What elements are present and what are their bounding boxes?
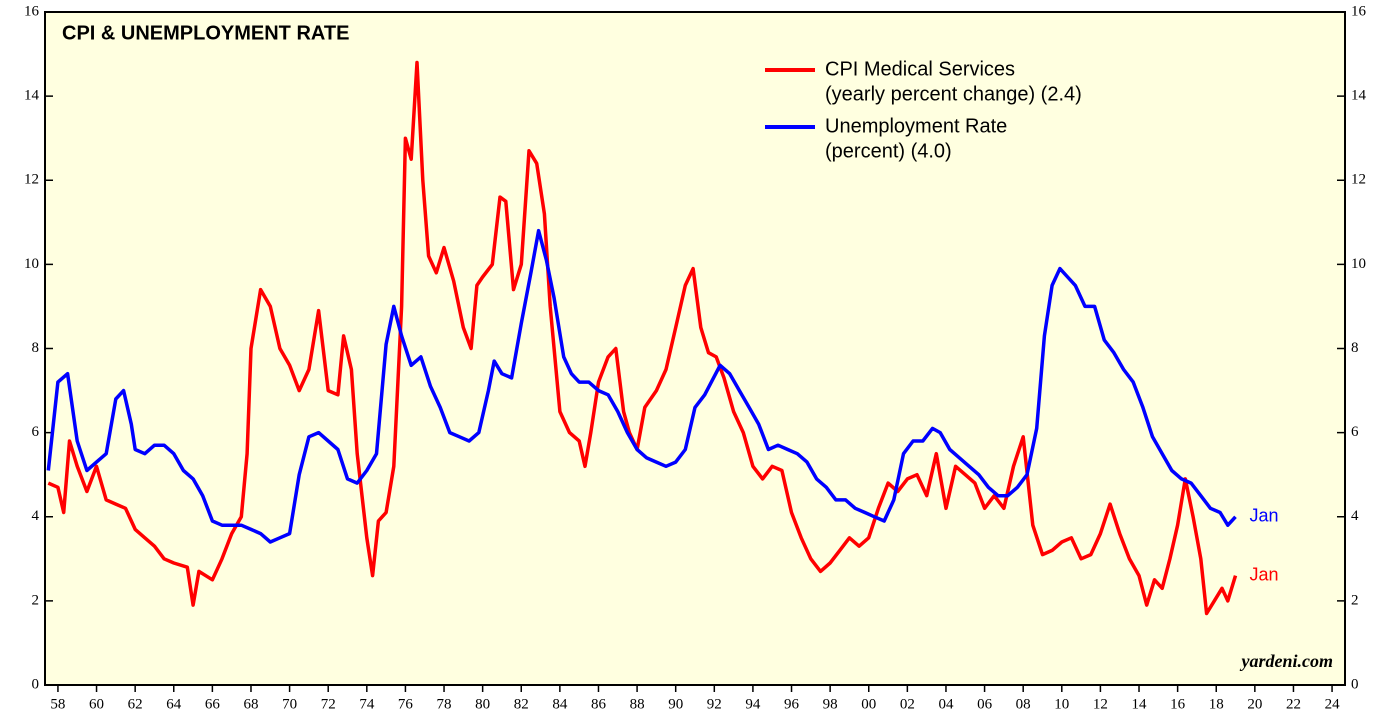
x-tick-label: 16 [1170,696,1186,712]
y-tick-label: 16 [24,3,40,19]
y-tick-label: 4 [32,508,40,524]
x-tick-label: 92 [707,696,722,712]
x-tick-label: 64 [166,696,182,712]
x-tick-label: 18 [1209,696,1224,712]
x-tick-label: 84 [552,696,568,712]
x-tick-label: 76 [398,696,414,712]
y2-tick-label: 14 [1351,88,1367,104]
chart-title: CPI & UNEMPLOYMENT RATE [62,22,349,44]
x-tick-label: 86 [591,696,607,712]
y2-tick-label: 2 [1351,592,1359,608]
x-tick-label: 24 [1325,696,1341,712]
x-tick-label: 14 [1132,696,1148,712]
x-tick-label: 70 [282,696,297,712]
legend-label: Unemployment Rate [825,115,1007,137]
x-tick-label: 00 [861,696,876,712]
end-label: Jan [1250,506,1279,526]
x-tick-label: 12 [1093,696,1108,712]
x-tick-label: 72 [321,696,336,712]
plot-area [44,11,1346,686]
x-tick-label: 90 [668,696,683,712]
y-tick-label: 2 [32,592,40,608]
y2-tick-label: 10 [1351,256,1366,272]
y2-tick-label: 4 [1351,508,1359,524]
legend-label: (percent) (4.0) [825,140,952,162]
y2-tick-label: 0 [1351,676,1359,692]
y-tick-label: 6 [32,424,40,440]
source: yardeni.com [1240,651,1334,671]
x-tick-label: 66 [205,696,221,712]
y-tick-label: 14 [24,88,40,104]
x-tick-label: 06 [977,696,993,712]
legend-label: CPI Medical Services [825,58,1015,80]
x-tick-label: 58 [50,696,65,712]
x-tick-label: 62 [128,696,143,712]
y2-tick-label: 6 [1351,424,1359,440]
x-tick-label: 22 [1286,696,1301,712]
x-tick-label: 94 [745,696,761,712]
series-line [46,228,1237,544]
y2-tick-label: 16 [1351,3,1367,19]
series-line [47,60,1238,616]
y-tick-label: 10 [24,256,39,272]
y-tick-label: 8 [32,340,40,356]
end-label: Jan [1250,564,1279,584]
x-tick-label: 68 [243,696,258,712]
y-tick-label: 12 [24,172,39,188]
y-tick-label: 0 [32,676,40,692]
x-tick-label: 82 [514,696,529,712]
x-tick-label: 60 [89,696,104,712]
legend-label: (yearly percent change) (2.4) [825,83,1082,105]
x-tick-label: 10 [1054,696,1069,712]
x-tick-label: 96 [784,696,800,712]
x-tick-label: 08 [1016,696,1031,712]
x-tick-label: 78 [437,696,452,712]
x-tick-label: 98 [823,696,838,712]
x-tick-label: 02 [900,696,915,712]
x-tick-label: 88 [630,696,645,712]
x-tick-label: 74 [359,696,375,712]
y2-tick-label: 12 [1351,172,1366,188]
x-tick-label: 04 [938,696,954,712]
y2-tick-label: 8 [1351,340,1359,356]
x-tick-label: 20 [1247,696,1262,712]
x-tick-label: 80 [475,696,490,712]
